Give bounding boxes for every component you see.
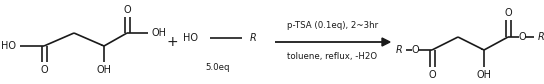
Text: HO: HO <box>1 41 16 51</box>
Text: 5.0eq: 5.0eq <box>206 64 230 72</box>
Text: O: O <box>504 8 512 18</box>
Text: R: R <box>538 32 544 42</box>
Text: OH: OH <box>477 70 491 80</box>
Text: OH: OH <box>152 28 167 38</box>
Text: R: R <box>395 45 402 55</box>
Text: O: O <box>40 65 48 75</box>
Text: OH: OH <box>96 65 112 75</box>
Text: R: R <box>250 33 257 43</box>
Text: O: O <box>411 45 419 55</box>
Text: •: • <box>99 44 103 48</box>
Text: •: • <box>479 47 483 52</box>
Text: O: O <box>428 70 436 80</box>
Text: O: O <box>123 5 131 15</box>
Text: O: O <box>518 32 526 42</box>
Text: +: + <box>166 35 178 49</box>
Text: HO: HO <box>183 33 198 43</box>
Text: toluene, reflux, -H2O: toluene, reflux, -H2O <box>287 51 378 60</box>
Polygon shape <box>382 38 390 46</box>
Text: p-TSA (0.1eq), 2~3hr: p-TSA (0.1eq), 2~3hr <box>287 20 378 29</box>
